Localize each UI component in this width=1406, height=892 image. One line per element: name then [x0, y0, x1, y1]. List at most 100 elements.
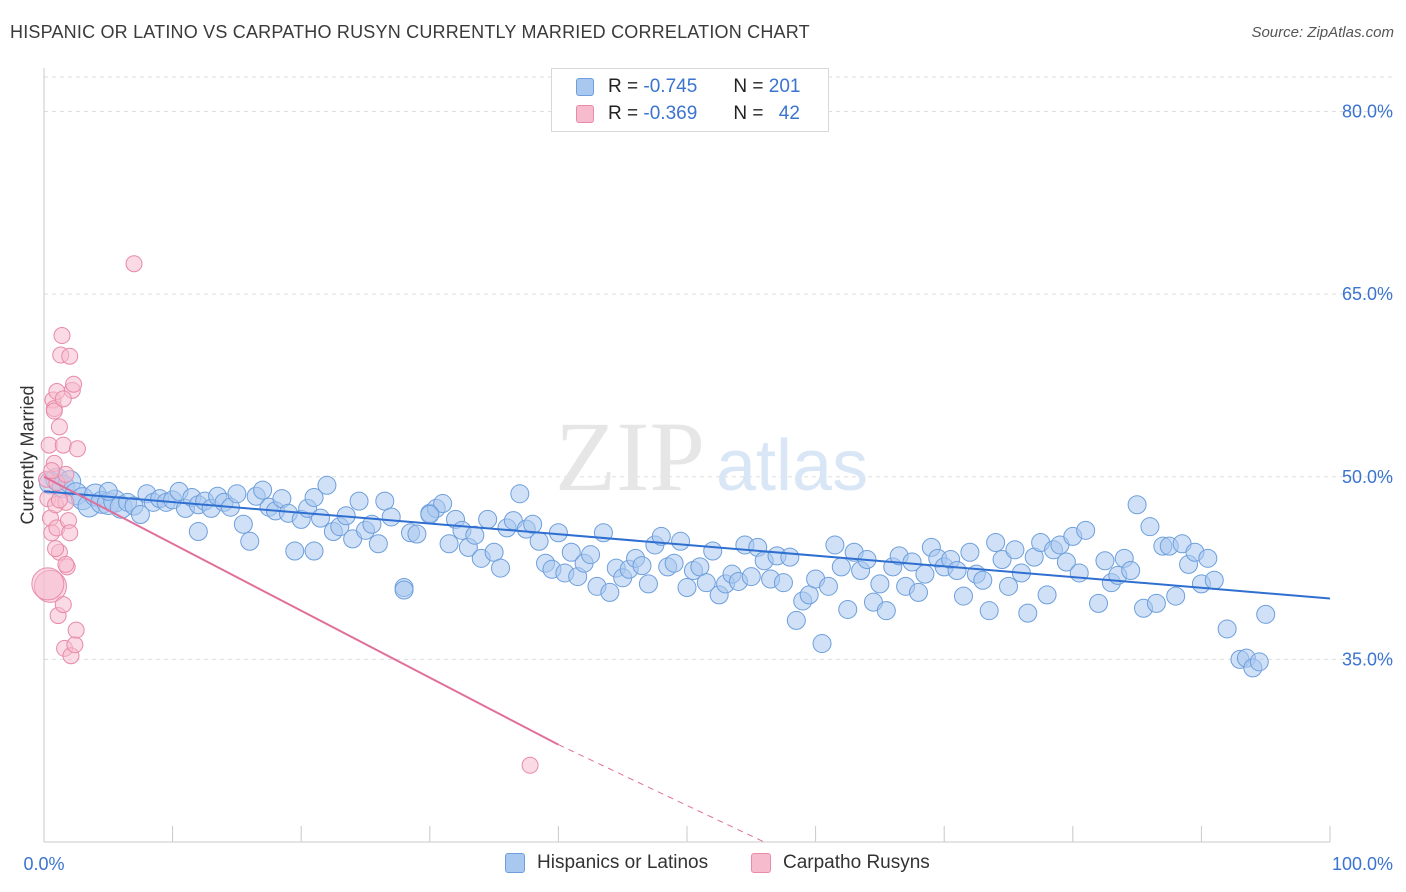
legend-r-value: -0.745: [643, 76, 698, 97]
data-point-rusyns: [54, 390, 72, 408]
data-point-hispanics: [947, 561, 967, 581]
data-point-rusyns: [50, 491, 68, 509]
data-point-hispanics: [130, 505, 150, 525]
data-point-hispanics: [915, 564, 935, 584]
data-point-hispanics: [651, 526, 671, 546]
data-point-hispanics: [561, 542, 581, 562]
data-point-rusyns: [125, 255, 143, 273]
data-point-hispanics: [773, 573, 793, 593]
x-tick-label: 0.0%: [23, 854, 64, 874]
data-point-hispanics: [831, 557, 851, 577]
data-point-hispanics: [671, 531, 691, 551]
data-point-hispanics: [433, 494, 453, 514]
data-point-hispanics: [600, 582, 620, 602]
data-point-hispanics: [227, 484, 247, 504]
data-point-hispanics: [1018, 603, 1038, 623]
data-point-hispanics: [381, 507, 401, 527]
data-point-hispanics: [1121, 561, 1141, 581]
data-point-rusyns: [61, 347, 79, 365]
y-tick-label: 80.0%: [1342, 102, 1393, 122]
data-point-rusyns: [53, 327, 71, 345]
data-point-rusyns: [521, 756, 539, 774]
points-layer: [31, 255, 1276, 774]
data-point-rusyns: [68, 440, 86, 458]
data-point-hispanics: [664, 553, 684, 573]
data-point-hispanics: [677, 578, 697, 598]
data-point-hispanics: [999, 576, 1018, 596]
data-point-hispanics: [908, 582, 928, 602]
data-point-rusyns: [57, 465, 75, 483]
data-point-rusyns: [31, 567, 65, 601]
data-point-hispanics: [696, 573, 716, 593]
legend-n-value: 201: [768, 76, 801, 97]
data-point-rusyns: [40, 436, 58, 454]
data-point-hispanics: [799, 585, 819, 605]
data-point-hispanics: [690, 557, 710, 577]
data-point-hispanics: [876, 601, 896, 621]
data-point-hispanics: [529, 531, 549, 551]
data-point-rusyns: [50, 418, 68, 436]
data-point-hispanics: [1076, 520, 1096, 540]
source-label: Source: ZipAtlas.com: [1251, 24, 1394, 41]
data-point-hispanics: [233, 514, 253, 534]
data-point-hispanics: [253, 480, 273, 500]
data-point-hispanics: [188, 522, 208, 542]
data-point-hispanics: [1140, 517, 1160, 537]
data-point-hispanics: [1249, 652, 1269, 672]
legend-row-pink: R = -0.369 N = 42: [576, 101, 800, 127]
data-point-hispanics: [240, 531, 260, 551]
data-point-hispanics: [1069, 563, 1089, 583]
data-point-hispanics: [465, 525, 485, 545]
data-point-hispanics: [838, 599, 858, 619]
axis-layer: [43, 68, 1331, 843]
legend-n-value: 42: [778, 103, 800, 124]
data-point-hispanics: [1089, 593, 1109, 613]
legend-label-rusyns: Carpatho Rusyns: [783, 852, 930, 873]
data-point-hispanics: [349, 491, 369, 511]
legend-swatch-blue: [576, 78, 594, 96]
data-point-rusyns: [66, 636, 84, 654]
data-point-hispanics: [1037, 585, 1057, 605]
data-point-hispanics: [310, 508, 330, 528]
data-point-hispanics: [953, 586, 973, 606]
data-point-hispanics: [1217, 619, 1237, 639]
y-tick-label: 65.0%: [1342, 284, 1393, 304]
data-point-hispanics: [973, 570, 993, 590]
data-point-hispanics: [992, 550, 1012, 570]
data-point-hispanics: [439, 534, 459, 554]
data-point-rusyns: [65, 375, 83, 393]
watermark: ZIP atlas: [555, 401, 868, 512]
data-point-hispanics: [1056, 552, 1076, 572]
data-point-hispanics: [786, 610, 806, 630]
data-point-hispanics: [1198, 548, 1218, 568]
legend-swatch-pink: [751, 853, 771, 873]
data-point-rusyns: [61, 524, 79, 542]
data-point-hispanics: [394, 580, 414, 600]
data-point-rusyns: [54, 436, 72, 454]
data-point-hispanics: [741, 567, 761, 587]
stats-legend: R = -0.745 N = 201 R = -0.369 N = 42: [551, 68, 829, 132]
trend-layer: [43, 475, 1331, 843]
series-legend: Hispanics or Latinos Carpatho Rusyns: [0, 852, 1406, 878]
data-point-hispanics: [812, 634, 832, 654]
legend-label-hispanics: Hispanics or Latinos: [537, 852, 709, 873]
trendline-rusyns: [43, 475, 559, 746]
data-point-hispanics: [510, 484, 530, 504]
data-point-hispanics: [285, 541, 305, 561]
data-point-hispanics: [1127, 495, 1147, 515]
legend-n-label: N =: [733, 76, 764, 97]
data-point-hispanics: [581, 545, 601, 565]
watermark-zip: ZIP: [555, 401, 705, 512]
legend-item-hispanics[interactable]: Hispanics or Latinos: [505, 852, 708, 874]
x-tick-label: 100.0%: [1332, 854, 1393, 874]
data-point-rusyns: [43, 462, 61, 480]
y-tick-label: 50.0%: [1342, 467, 1393, 487]
data-point-hispanics: [1166, 586, 1186, 606]
data-point-rusyns: [47, 540, 65, 558]
data-point-hispanics: [523, 514, 543, 534]
trendline-hispanics: [43, 490, 1331, 600]
legend-swatch-blue: [505, 853, 525, 873]
data-point-hispanics: [304, 487, 324, 507]
data-point-hispanics: [638, 574, 658, 594]
legend-item-rusyns[interactable]: Carpatho Rusyns: [751, 852, 930, 874]
